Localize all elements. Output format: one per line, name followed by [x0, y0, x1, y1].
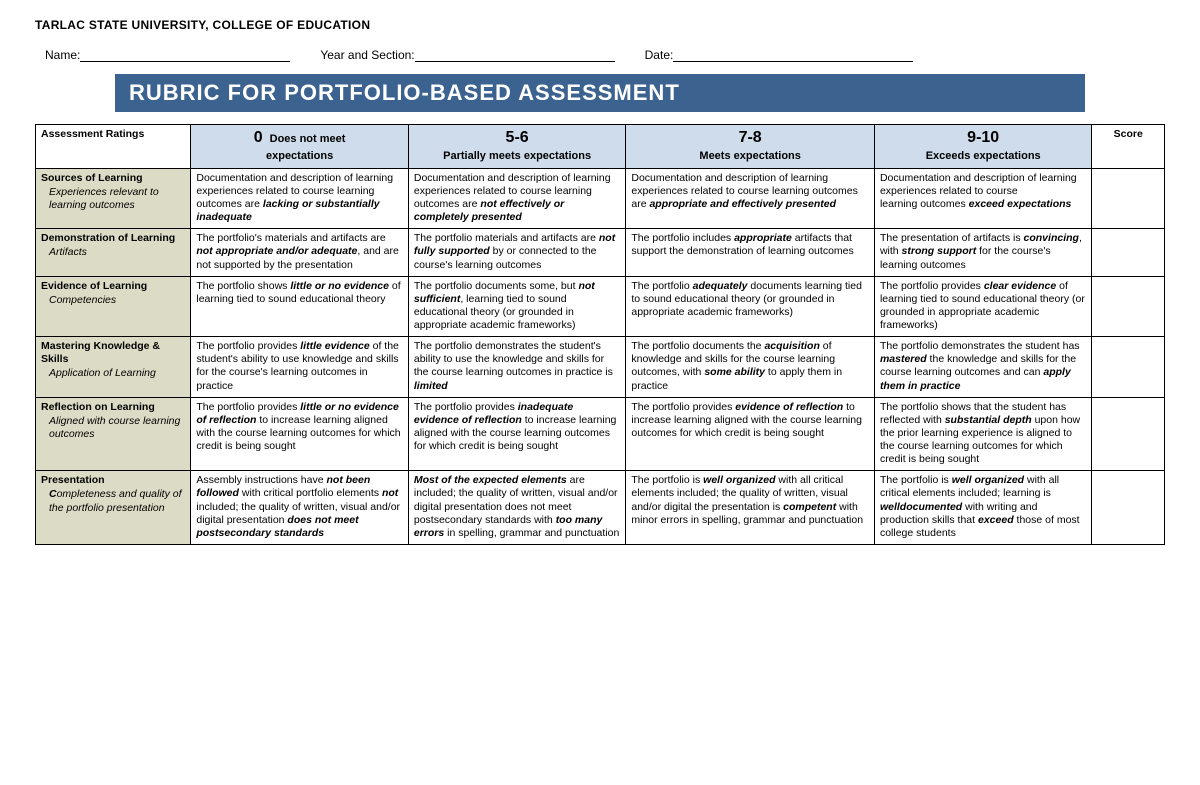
rubric-cell: The portfolio's materials and artifacts … [191, 229, 409, 276]
rubric-cell: Most of the expected elements are includ… [408, 471, 626, 545]
rubric-cell: The portfolio materials and artifacts ar… [408, 229, 626, 276]
name-field: Name: [45, 48, 290, 62]
name-line[interactable] [80, 48, 290, 62]
rubric-cell: The portfolio demonstrates the student's… [408, 337, 626, 398]
rubric-cell: The portfolio is well organized with all… [874, 471, 1092, 545]
score-cell[interactable] [1092, 168, 1165, 229]
rating-0-num: 0 [254, 129, 263, 146]
title-bar: RUBRIC FOR PORTFOLIO-BASED ASSESSMENT [115, 74, 1085, 112]
rating-2-num: 7-8 [739, 129, 762, 146]
rating-0: 0 Does not meet expectations [191, 125, 409, 169]
rating-3-num: 9-10 [967, 129, 999, 146]
score-cell[interactable] [1092, 337, 1165, 398]
table-row: Evidence of Learning Competencies The port… [36, 276, 1165, 337]
score-cell[interactable] [1092, 229, 1165, 276]
category-title: Reflection on Learning [41, 401, 155, 413]
category-cell: Mastering Knowledge & Skills Application … [36, 337, 191, 398]
rating-0-sub: Does not meet [270, 133, 346, 145]
rating-0-sub2: expectations [196, 150, 403, 164]
rating-2: 7-8 Meets expectations [626, 125, 875, 169]
score-cell[interactable] [1092, 471, 1165, 545]
rubric-cell: Assembly instructions have not been foll… [191, 471, 409, 545]
category-title: Mastering Knowledge & Skills [41, 340, 160, 365]
year-line[interactable] [415, 48, 615, 62]
category-title: Evidence of Learning [41, 280, 147, 292]
table-row: Mastering Knowledge & Skills Application … [36, 337, 1165, 398]
rating-1-num: 5-6 [506, 129, 529, 146]
rubric-cell: Documentation and description of learnin… [408, 168, 626, 229]
table-row: Presentation Completeness and quality of … [36, 471, 1165, 545]
year-label: Year and Section: [320, 48, 414, 62]
rating-3: 9-10 Exceeds expectations [874, 125, 1092, 169]
header-row: Assessment Ratings 0 Does not meet expec… [36, 125, 1165, 169]
rubric-cell: Documentation and description of learnin… [626, 168, 875, 229]
rubric-cell: The portfolio demonstrates the student h… [874, 337, 1092, 398]
corner-header: Assessment Ratings [36, 125, 191, 169]
rubric-cell: Documentation and description of learnin… [191, 168, 409, 229]
category-subtitle: Experiences relevant to learning outcome… [41, 186, 185, 212]
rating-1-sub: Partially meets expectations [414, 150, 621, 164]
year-field: Year and Section: [320, 48, 614, 62]
category-cell: Reflection on Learning Aligned with cours… [36, 397, 191, 471]
category-title: Sources of Learning [41, 172, 143, 184]
rating-1: 5-6 Partially meets expectations [408, 125, 626, 169]
table-row: Demonstration of Learning Artifacts The po… [36, 229, 1165, 276]
rubric-table: Assessment Ratings 0 Does not meet expec… [35, 124, 1165, 545]
rubric-cell: The portfolio is well organized with all… [626, 471, 875, 545]
rating-2-sub: Meets expectations [631, 150, 869, 164]
score-cell[interactable] [1092, 397, 1165, 471]
category-subtitle: Aligned with course learning outcomes [41, 415, 185, 441]
date-field: Date: [645, 48, 914, 62]
date-label: Date: [645, 48, 674, 62]
category-title: Presentation [41, 474, 105, 486]
rubric-cell: The portfolio includes appropriate artif… [626, 229, 875, 276]
category-cell: Presentation Completeness and quality of … [36, 471, 191, 545]
category-subtitle: Completeness and quality of the portfoli… [41, 488, 185, 514]
rubric-cell: The portfolio shows little or no evidenc… [191, 276, 409, 337]
rubric-cell: The presentation of artifacts is convinc… [874, 229, 1092, 276]
rubric-cell: The portfolio adequately documents learn… [626, 276, 875, 337]
rubric-cell: The portfolio provides little or no evid… [191, 397, 409, 471]
table-row: Sources of Learning Experiences relevant … [36, 168, 1165, 229]
category-subtitle: Competencies [41, 294, 185, 307]
category-cell: Sources of Learning Experiences relevant … [36, 168, 191, 229]
rating-3-sub: Exceeds expectations [880, 150, 1087, 164]
rubric-cell: The portfolio shows that the student has… [874, 397, 1092, 471]
date-line[interactable] [673, 48, 913, 62]
rubric-cell: The portfolio provides clear evidence of… [874, 276, 1092, 337]
form-row: Name: Year and Section: Date: [35, 48, 1165, 62]
category-subtitle: Artifacts [41, 246, 185, 259]
category-title: Demonstration of Learning [41, 232, 175, 244]
category-subtitle: Application of Learning [41, 367, 185, 380]
category-cell: Demonstration of Learning Artifacts [36, 229, 191, 276]
rubric-cell: The portfolio provides inadequate eviden… [408, 397, 626, 471]
name-label: Name: [45, 48, 80, 62]
university-header: TARLAC STATE UNIVERSITY, COLLEGE OF EDUC… [35, 18, 1165, 32]
table-row: Reflection on Learning Aligned with cours… [36, 397, 1165, 471]
rubric-cell: The portfolio provides evidence of refle… [626, 397, 875, 471]
score-cell[interactable] [1092, 276, 1165, 337]
rubric-cell: Documentation and description of learnin… [874, 168, 1092, 229]
rubric-cell: The portfolio documents the acquisition … [626, 337, 875, 398]
rubric-cell: The portfolio documents some, but not su… [408, 276, 626, 337]
score-header: Score [1092, 125, 1165, 169]
rubric-cell: The portfolio provides little evidence o… [191, 337, 409, 398]
category-cell: Evidence of Learning Competencies [36, 276, 191, 337]
